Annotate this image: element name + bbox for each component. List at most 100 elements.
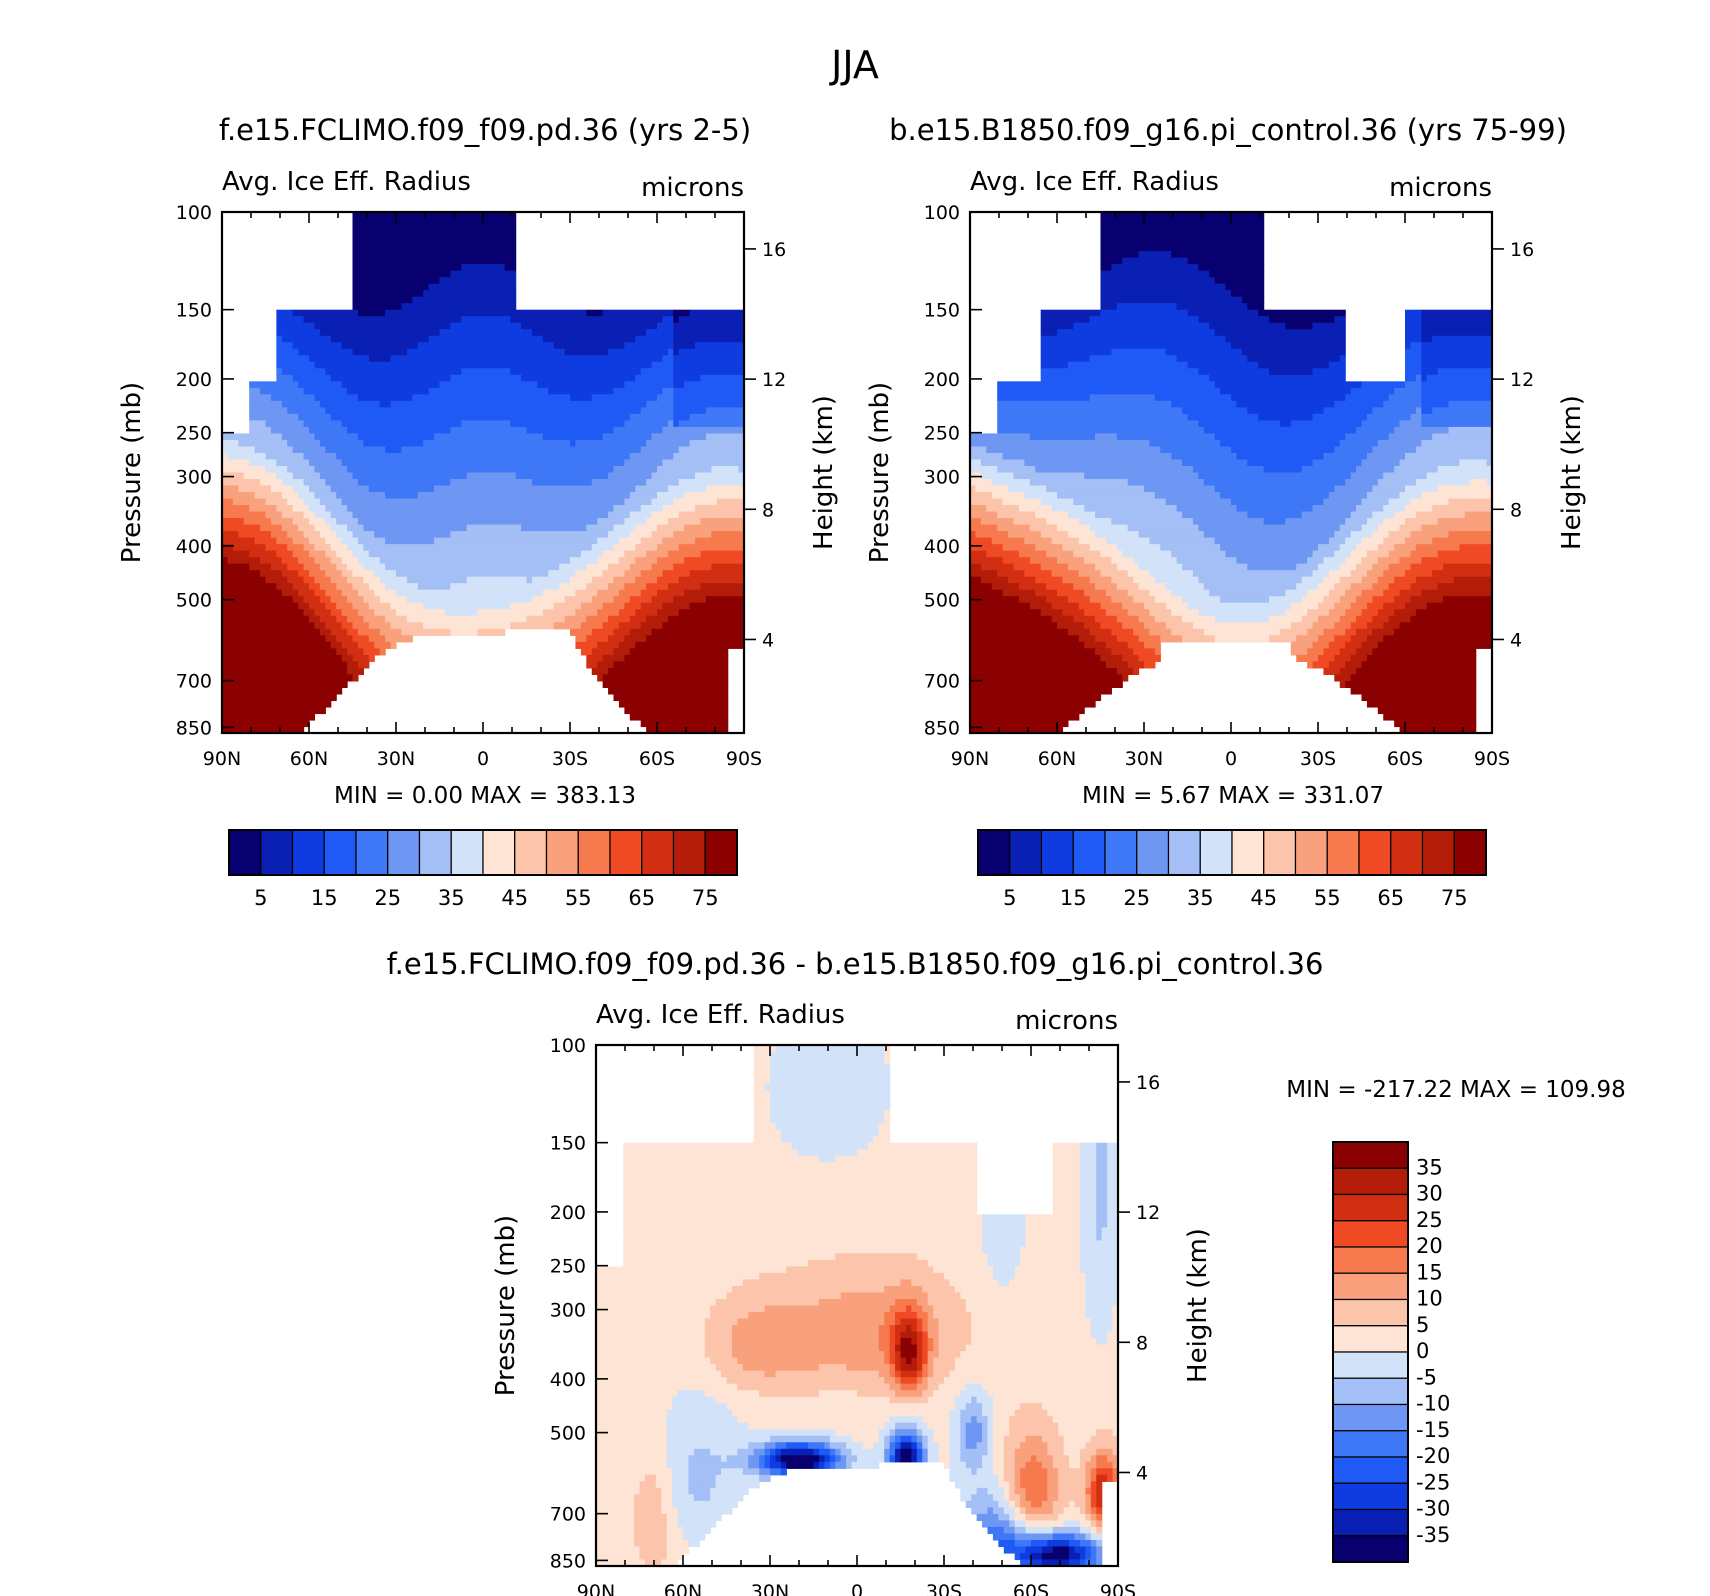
contour-cell [1024,570,1053,578]
contour-cell [1269,635,1297,643]
contour-cell [927,1325,940,1333]
contour-cell [428,335,544,343]
contour-cell [1269,615,1303,623]
contour-cell [666,1539,690,1548]
colorbar-swatch [1332,1246,1409,1274]
contour-cell [780,1455,820,1463]
contour-cell [667,518,702,526]
contour-cell [1356,596,1373,604]
contour-cell [591,544,615,552]
contour-cell [1421,413,1493,421]
contour-cell [1328,589,1346,597]
contour-cell [997,465,1036,474]
contour-cell [1405,570,1433,578]
contour-cell [575,641,598,649]
contour-cell [770,1435,831,1443]
contour-cell [1415,407,1422,415]
contour-cell [623,1207,978,1215]
contour-cell [980,472,1015,480]
contour-cell [597,641,620,649]
contour-cell [677,1390,706,1398]
contour-cell [640,407,674,415]
contour-cell [1096,1500,1103,1508]
contour-cell [916,1344,923,1352]
contour-cell [949,1435,961,1443]
contour-cell [824,1455,831,1463]
contour-cell [982,1409,994,1417]
contour-cell [1052,1142,1081,1150]
contour-cell [352,622,370,630]
contour-cell [916,1312,929,1320]
y2-tick-label: 4 [1136,1462,1148,1484]
contour-cell [851,1448,885,1456]
contour-cell [336,550,354,558]
contour-cell [1187,361,1259,369]
contour-cell [1459,459,1488,467]
contour-cell [753,1071,771,1079]
contour-cell [238,531,272,539]
contour-cell [1085,1468,1092,1476]
contour-cell [1144,485,1216,493]
contour-cell [672,1474,690,1482]
contour-cell [1100,622,1123,630]
contour-cell [1312,641,1330,649]
contour-cell [303,576,316,584]
contour-cell [986,550,1020,558]
contour-cell [965,1422,983,1430]
contour-cell [265,420,305,428]
contour-cell [406,576,468,584]
contour-cell [1107,1155,1119,1163]
contour-cell [927,1396,956,1404]
contour-cell [705,485,745,493]
contour-cell [1394,387,1422,395]
contour-cell [1063,1520,1081,1528]
contour-cell [916,1442,923,1450]
contour-cell [689,439,745,448]
contour-cell [938,1344,967,1352]
contour-cell [640,570,664,578]
contour-cell [1334,550,1352,558]
contour-field [222,212,745,734]
contour-cell [878,1435,885,1443]
contour-cell [309,602,326,610]
contour-cell [1138,615,1156,623]
contour-cell [1247,407,1325,415]
contour-cell [1025,1461,1043,1469]
contour-cell [922,1351,929,1359]
contour-cell [786,1442,809,1450]
contour-cell [1345,479,1379,487]
contour-cell [1350,674,1477,682]
units-label: microns [1389,173,1492,203]
contour-cell [1090,1539,1097,1548]
contour-cell [672,1481,690,1489]
contour-cell [591,667,609,675]
contour-cell [895,1390,923,1398]
contour-cell [1231,342,1346,350]
contour-cell [352,212,517,220]
contour-cell [970,648,1096,656]
contour-cell [862,1442,874,1450]
min-max-stats: MIN = 0.00 MAX = 383.13 [334,783,636,809]
contour-cell [1040,322,1074,330]
contour-cell [673,316,680,324]
contour-cell [1171,400,1238,408]
contour-cell [1405,342,1412,350]
contour-cell [1085,1559,1097,1567]
contour-cell [1133,557,1178,565]
contour-cell [1394,596,1412,604]
contour-cell [829,1435,853,1443]
contour-cell [992,1455,1005,1463]
contour-cell [678,609,745,617]
contour-cell [764,1370,777,1378]
contour-cell [276,348,299,356]
colorbar-label: 45 [1250,886,1277,910]
contour-cell [515,472,609,480]
colorbar-swatch [514,829,548,876]
contour-cell [731,1331,880,1339]
contour-cell [330,576,348,584]
x-tick-label: 30N [1125,748,1163,770]
contour-cell [1112,1448,1119,1456]
contour-cell [1079,1162,1097,1170]
contour-cell [292,596,305,604]
contour-cell [222,459,250,467]
